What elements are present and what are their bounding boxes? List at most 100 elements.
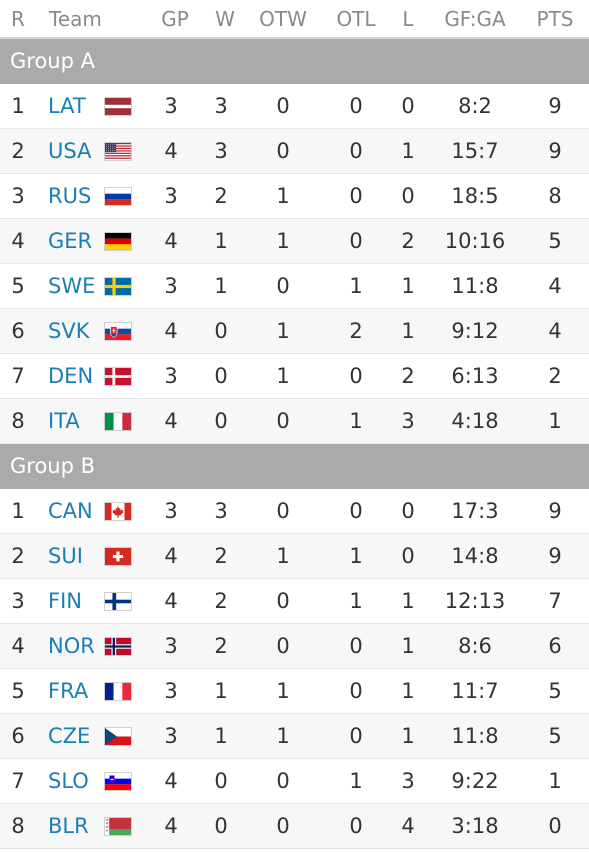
belarus-flag-icon (104, 804, 132, 848)
pts-cell: 7 (548, 589, 562, 613)
gp-cell: 3 (164, 679, 178, 703)
gfga-cell: 6:13 (451, 364, 499, 388)
czech-flag-icon (104, 714, 132, 758)
l-cell: 1 (401, 589, 415, 613)
team-link[interactable]: SVK (48, 319, 90, 343)
otw-cell: 0 (276, 814, 290, 838)
w-cell: 1 (214, 229, 228, 253)
table-header: R Team GP W OTW OTL L GF:GA PTS (0, 0, 589, 39)
table-row: 3 RUS 3 2 1 0 0 18:5 8 (0, 174, 589, 219)
gfga-cell: 9:12 (451, 319, 499, 343)
team-link[interactable]: LAT (48, 94, 86, 118)
gfga-cell: 11:7 (451, 679, 499, 703)
header-l[interactable]: L (402, 6, 414, 31)
header-gp[interactable]: GP (161, 6, 189, 31)
w-cell: 2 (214, 589, 228, 613)
pts-cell: 5 (548, 724, 562, 748)
team-link[interactable]: ITA (48, 409, 80, 433)
rank-cell: 5 (11, 679, 25, 703)
gfga-cell: 15:7 (451, 139, 499, 163)
gp-cell: 3 (164, 634, 178, 658)
table-row: 5 FRA 3 1 1 0 1 11:7 5 (0, 669, 589, 714)
pts-cell: 1 (548, 409, 562, 433)
otw-cell: 1 (276, 229, 290, 253)
header-w[interactable]: W (215, 6, 235, 31)
team-link[interactable]: USA (48, 139, 92, 163)
team-link[interactable]: SWE (48, 274, 96, 298)
norway-flag-icon (104, 624, 132, 668)
header-pts[interactable]: PTS (536, 6, 574, 31)
table-row: 1 LAT 3 3 0 0 0 8:2 9 (0, 84, 589, 129)
w-cell: 0 (214, 319, 228, 343)
pts-cell: 6 (548, 634, 562, 658)
gp-cell: 4 (164, 319, 178, 343)
team-link[interactable]: SUI (48, 544, 83, 568)
header-team[interactable]: Team (49, 6, 102, 31)
gp-cell: 3 (164, 274, 178, 298)
gp-cell: 3 (164, 724, 178, 748)
gp-cell: 4 (164, 139, 178, 163)
team-link[interactable]: NOR (48, 634, 95, 658)
sweden-flag-icon (104, 264, 132, 308)
w-cell: 3 (214, 94, 228, 118)
otl-cell: 1 (349, 274, 363, 298)
gp-cell: 3 (164, 94, 178, 118)
header-gfga[interactable]: GF:GA (444, 6, 506, 31)
header-otl[interactable]: OTL (336, 6, 376, 31)
l-cell: 1 (401, 724, 415, 748)
header-rank[interactable]: R (11, 6, 25, 31)
gp-cell: 4 (164, 589, 178, 613)
rank-cell: 8 (11, 409, 25, 433)
otw-cell: 0 (276, 634, 290, 658)
w-cell: 1 (214, 724, 228, 748)
germany-flag-icon (104, 219, 132, 263)
w-cell: 1 (214, 679, 228, 703)
table-row: 1 CAN 3 3 0 0 0 17:3 9 (0, 489, 589, 534)
team-link[interactable]: RUS (48, 184, 92, 208)
gp-cell: 3 (164, 364, 178, 388)
team-link[interactable]: FIN (48, 589, 82, 613)
gfga-cell: 11:8 (451, 274, 499, 298)
pts-cell: 9 (548, 544, 562, 568)
pts-cell: 9 (548, 139, 562, 163)
rank-cell: 2 (11, 139, 25, 163)
rank-cell: 7 (11, 769, 25, 793)
l-cell: 2 (401, 229, 415, 253)
pts-cell: 8 (548, 184, 562, 208)
team-link[interactable]: BLR (48, 814, 89, 838)
otl-cell: 0 (349, 499, 363, 523)
otw-cell: 0 (276, 769, 290, 793)
slovakia-flag-icon (104, 309, 132, 353)
team-link[interactable]: FRA (48, 679, 89, 703)
otl-cell: 2 (349, 319, 363, 343)
l-cell: 0 (401, 544, 415, 568)
pts-cell: 5 (548, 229, 562, 253)
w-cell: 0 (214, 769, 228, 793)
team-link[interactable]: GER (48, 229, 93, 253)
group-name: Group A (10, 49, 95, 73)
gp-cell: 3 (164, 184, 178, 208)
l-cell: 0 (401, 184, 415, 208)
table-row: 6 CZE 3 1 1 0 1 11:8 5 (0, 714, 589, 759)
team-link[interactable]: DEN (48, 364, 94, 388)
otl-cell: 0 (349, 724, 363, 748)
gfga-cell: 10:16 (444, 229, 506, 253)
otw-cell: 1 (276, 364, 290, 388)
otl-cell: 0 (349, 229, 363, 253)
header-otw[interactable]: OTW (259, 6, 307, 31)
otl-cell: 0 (349, 814, 363, 838)
finland-flag-icon (104, 579, 132, 623)
table-row: 5 SWE 3 1 0 1 1 11:8 4 (0, 264, 589, 309)
otw-cell: 0 (276, 274, 290, 298)
otl-cell: 0 (349, 679, 363, 703)
table-row: 4 NOR 3 2 0 0 1 8:6 6 (0, 624, 589, 669)
team-link[interactable]: CZE (48, 724, 91, 748)
rank-cell: 1 (11, 499, 25, 523)
l-cell: 1 (401, 274, 415, 298)
w-cell: 2 (214, 544, 228, 568)
gfga-cell: 14:8 (451, 544, 499, 568)
gp-cell: 4 (164, 814, 178, 838)
pts-cell: 1 (548, 769, 562, 793)
team-link[interactable]: SLO (48, 769, 89, 793)
team-link[interactable]: CAN (48, 499, 93, 523)
